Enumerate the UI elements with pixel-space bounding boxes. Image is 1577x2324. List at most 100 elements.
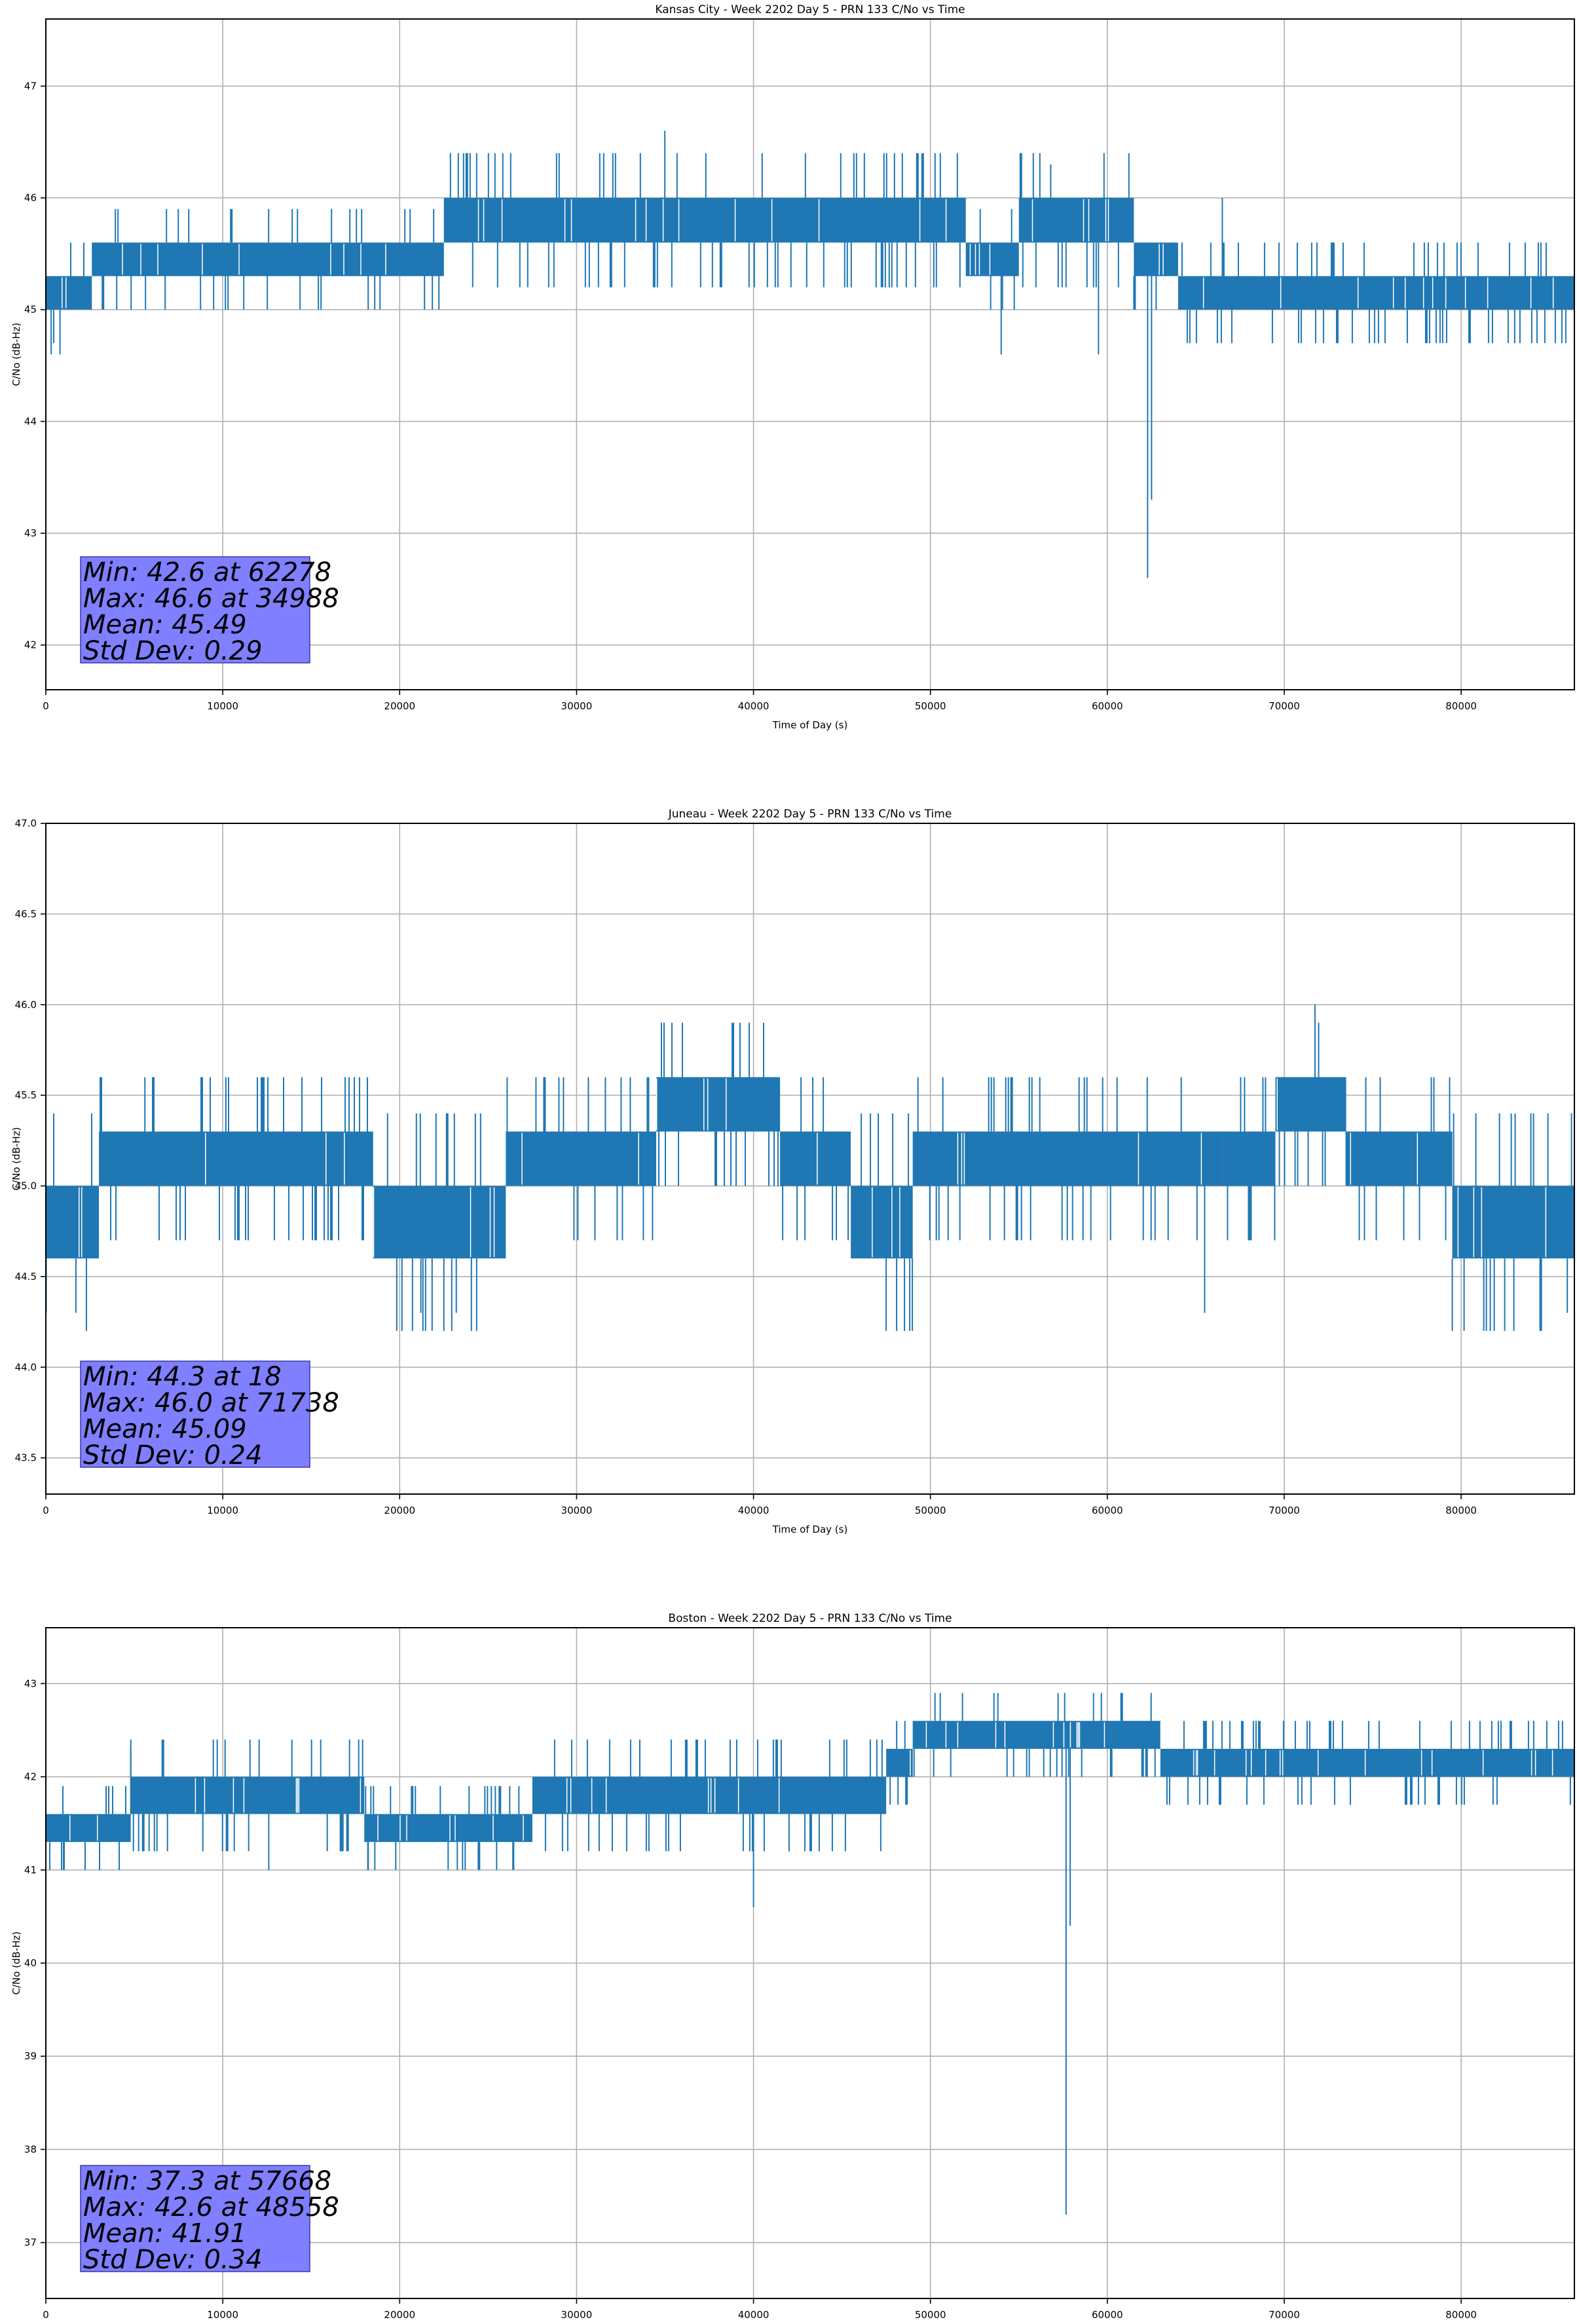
band-gap [205,1133,206,1185]
band-gap [373,1187,375,1258]
y-tick-label: 47 [24,80,37,92]
band-gap [591,1778,593,1813]
y-tick-label: 44.5 [15,1271,37,1283]
band-gap [140,244,141,275]
band-gap [1404,277,1406,309]
x-tick-label: 70000 [1269,1505,1300,1516]
x-tick-label: 20000 [384,1505,415,1516]
chart-panel-0: 0 10000 20000 30000 40000 50000 60000 70000 8000… [10,3,1575,731]
band-gap [1551,1750,1553,1776]
x-tick-label: 30000 [561,1505,593,1516]
band-gap [1195,1750,1197,1776]
stats-box [80,556,310,664]
band-gap [1105,199,1107,242]
data-band [912,1721,1160,1749]
chart-panel-1: 0 10000 20000 30000 40000 50000 60000 70000 8000… [10,808,1575,1535]
stats-line: Std Dev: 0.29 [83,636,263,666]
band-gap [325,1133,327,1185]
band-gap [734,199,736,242]
data-excursions [1278,1022,1347,1186]
band-gap [725,1078,727,1131]
data-excursions [658,1022,779,1186]
band-gap [344,1133,345,1185]
data-band [1160,1748,1574,1777]
band-gap [81,1187,83,1258]
data-series [45,1004,1574,1331]
data-band [92,242,444,276]
band-gap [1364,1750,1366,1776]
band-gap [995,1722,997,1748]
band-gap [1417,1133,1419,1185]
band-gap [945,1722,947,1748]
data-excursions [100,1077,368,1241]
x-tick-label: 60000 [1092,2309,1123,2321]
axes-frame [45,823,1575,1495]
data-excursions [979,209,1015,310]
band-gap [1063,1722,1065,1748]
band-gap [1552,277,1554,309]
data-band [851,1186,913,1259]
band-gap [1052,1722,1054,1748]
chart-title: Kansas City - Week 2202 Day 5 - PRN 133 … [655,3,965,16]
band-gap [1445,277,1447,309]
data-excursions [386,1113,481,1331]
band-gap [195,1778,196,1813]
band-gap [1432,277,1434,309]
band-gap [1104,1722,1105,1748]
band-gap [1392,277,1394,309]
band-gap [501,199,503,242]
band-gap [1422,277,1424,309]
band-gap [899,1187,900,1258]
data-series [46,1693,1574,2215]
band-gap [1193,1750,1195,1776]
x-tick-label: 40000 [738,700,770,712]
y-tick-label: 46.0 [15,999,37,1011]
data-band [364,1814,532,1843]
stats-line: Mean: 45.49 [83,610,247,640]
y-tick-label: 44 [24,415,37,427]
y-axis: 42 43 44 45 46 47 [24,80,46,651]
band-gap [1317,1750,1319,1776]
band-gap [925,1722,927,1748]
y-tick-label: 45.0 [15,1180,37,1192]
x-tick-label: 20000 [384,2309,415,2321]
y-tick-label: 37 [24,2237,37,2249]
data-band [1018,198,1134,243]
data-excursions [782,1077,849,1241]
data-excursions [1227,1077,1276,1241]
band-gap [232,1778,234,1813]
data-excursions [506,1077,654,1241]
band-gap [79,1187,80,1258]
x-tick-label: 80000 [1445,1505,1477,1516]
x-tick-label: 20000 [384,700,415,712]
data-band [780,1131,851,1186]
y-axis-label: C/No (dB-Hz) [10,323,22,386]
chart-panel-2: 0 10000 20000 30000 40000 50000 60000 70000 8000… [10,1612,1575,2321]
x-tick-label: 10000 [207,700,238,712]
band-gap [978,244,980,275]
stats-line: Min: 44.3 at 18 [83,1362,282,1392]
band-gap [566,1778,568,1813]
data-band [656,1077,781,1132]
band-gap [778,1778,780,1813]
band-gap [1069,1722,1071,1748]
band-gap [97,1815,98,1841]
band-gap [945,199,947,242]
band-gap [1282,1750,1284,1776]
y-axis-label: C/No (dB-Hz) [10,1932,22,1995]
band-gap [62,277,63,309]
band-gap [122,244,123,275]
band-gap [1457,1187,1459,1258]
y-tick-label: 46.5 [15,908,37,920]
band-gap [707,1778,709,1813]
x-axis-label: Time of Day (s) [772,719,848,731]
band-gap [493,1187,495,1258]
x-tick-label: 40000 [738,2309,770,2321]
band-gap [455,1815,456,1841]
band-gap [969,244,971,275]
band-gap [1473,1187,1475,1258]
band-gap [1162,244,1164,275]
band-gap [564,199,566,242]
band-gap [360,244,362,275]
chart-title: Boston - Week 2202 Day 5 - PRN 133 C/No … [668,1612,952,1625]
